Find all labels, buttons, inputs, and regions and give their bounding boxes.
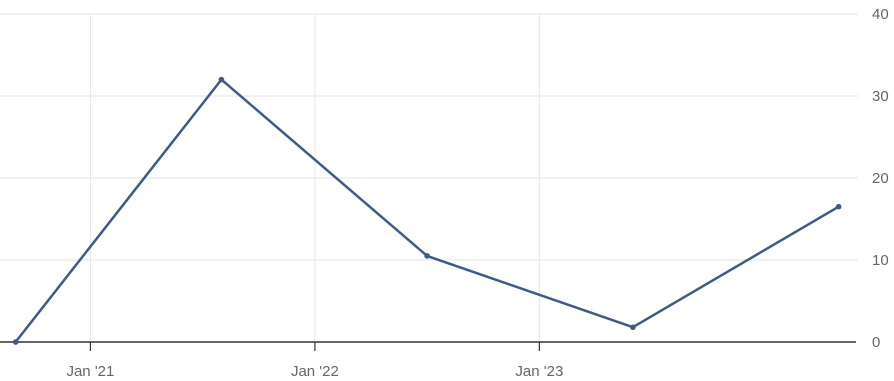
y-tick-label-10: 10 (872, 252, 889, 269)
x-tick-label-1: Jan '22 (291, 363, 339, 380)
vertical-gridlines (89, 14, 540, 342)
data-point-0-3[interactable] (630, 324, 636, 331)
data-point-0-1[interactable] (218, 76, 225, 83)
series-group (12, 76, 842, 345)
y-tick-label-0: 0 (872, 334, 880, 351)
x-axis-ticks: Jan '21 Jan '22 Jan '23 (66, 342, 563, 380)
y-tick-label-20: 20 (872, 170, 889, 187)
data-point-0-4[interactable] (835, 203, 842, 210)
data-point-0-2[interactable] (424, 253, 430, 259)
x-tick-label-2: Jan '23 (515, 363, 563, 380)
series-line-0 (14, 78, 840, 344)
data-point-0-0[interactable] (12, 339, 19, 345)
y-axis-ticks: 0 10 20 30 40 (872, 6, 889, 351)
y-tick-label-30: 30 (872, 88, 889, 105)
x-tick-label-0: Jan '21 (66, 363, 114, 380)
horizontal-gridlines (0, 13, 858, 261)
y-tick-label-40: 40 (872, 6, 889, 23)
